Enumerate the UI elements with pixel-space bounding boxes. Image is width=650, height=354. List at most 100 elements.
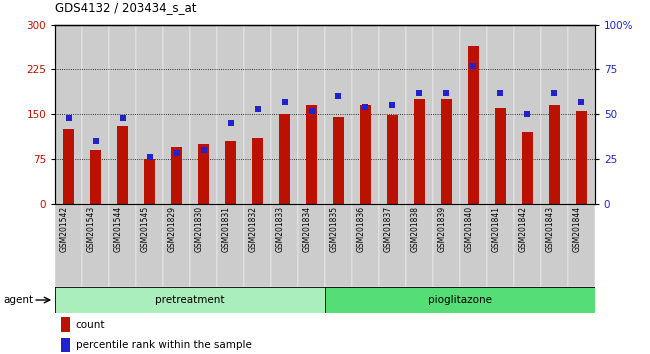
Bar <box>460 204 487 287</box>
Text: GSM201542: GSM201542 <box>60 206 69 252</box>
Text: GSM201833: GSM201833 <box>276 206 285 252</box>
Bar <box>136 204 163 287</box>
Bar <box>406 204 433 287</box>
Bar <box>60 338 70 352</box>
Bar <box>514 25 541 204</box>
Bar <box>325 25 352 204</box>
Text: GSM201837: GSM201837 <box>384 206 393 252</box>
Bar <box>325 287 595 313</box>
Point <box>90 138 101 144</box>
Bar <box>352 25 379 204</box>
Point <box>360 104 370 110</box>
Bar <box>55 287 325 313</box>
Text: percentile rank within the sample: percentile rank within the sample <box>76 340 252 350</box>
Point <box>252 106 263 112</box>
Bar <box>217 25 244 204</box>
Bar <box>487 25 514 204</box>
Bar <box>414 99 425 204</box>
Text: GSM201835: GSM201835 <box>330 206 339 252</box>
Bar <box>244 25 271 204</box>
Bar <box>63 129 74 204</box>
Text: count: count <box>76 320 105 330</box>
Point <box>495 90 506 96</box>
Bar <box>109 204 136 287</box>
Point <box>172 151 182 156</box>
Bar <box>82 204 109 287</box>
Bar <box>244 204 271 287</box>
Point <box>576 99 586 104</box>
Bar <box>406 25 433 204</box>
Text: GSM201836: GSM201836 <box>356 206 365 252</box>
Point <box>414 90 424 96</box>
Text: GSM201543: GSM201543 <box>86 206 96 252</box>
Bar <box>352 204 379 287</box>
Text: GSM201545: GSM201545 <box>140 206 150 252</box>
Bar <box>433 204 460 287</box>
Bar <box>576 111 587 204</box>
Bar <box>522 132 533 204</box>
Bar <box>55 204 83 287</box>
Text: agent: agent <box>3 295 33 305</box>
Text: pioglitazone: pioglitazone <box>428 295 492 305</box>
Point <box>549 90 560 96</box>
Bar <box>298 25 325 204</box>
Bar <box>117 126 128 204</box>
Text: GSM201544: GSM201544 <box>114 206 123 252</box>
Bar <box>468 46 479 204</box>
Bar <box>271 204 298 287</box>
Point <box>118 115 128 121</box>
Point <box>441 90 452 96</box>
Point <box>333 93 344 99</box>
Bar <box>190 204 217 287</box>
Bar <box>252 138 263 204</box>
Point <box>522 111 532 117</box>
Point <box>387 102 398 108</box>
Bar <box>198 144 209 204</box>
Text: GSM201830: GSM201830 <box>194 206 203 252</box>
Bar <box>163 204 190 287</box>
Text: GDS4132 / 203434_s_at: GDS4132 / 203434_s_at <box>55 1 197 14</box>
Bar <box>55 25 83 204</box>
Point <box>198 147 209 153</box>
Bar <box>360 105 371 204</box>
Bar <box>82 25 109 204</box>
Bar <box>514 204 541 287</box>
Bar <box>568 204 595 287</box>
Bar <box>279 114 290 204</box>
Bar <box>325 204 352 287</box>
Point <box>144 154 155 160</box>
Bar <box>171 147 182 204</box>
Bar <box>163 25 190 204</box>
Point <box>468 63 478 69</box>
Bar <box>387 115 398 204</box>
Bar <box>541 204 568 287</box>
Bar <box>379 204 406 287</box>
Text: GSM201843: GSM201843 <box>545 206 554 252</box>
Bar <box>549 105 560 204</box>
Bar <box>144 159 155 204</box>
Bar <box>90 150 101 204</box>
Bar <box>136 25 163 204</box>
Bar <box>441 99 452 204</box>
Text: GSM201840: GSM201840 <box>464 206 473 252</box>
Bar <box>460 25 487 204</box>
Text: pretreatment: pretreatment <box>155 295 225 305</box>
Text: GSM201831: GSM201831 <box>222 206 231 252</box>
Bar <box>568 25 595 204</box>
Bar <box>487 204 514 287</box>
Bar <box>60 317 70 332</box>
Bar <box>109 25 136 204</box>
Point <box>306 108 317 113</box>
Bar <box>298 204 325 287</box>
Bar <box>306 105 317 204</box>
Bar <box>495 108 506 204</box>
Text: GSM201838: GSM201838 <box>410 206 419 252</box>
Text: GSM201841: GSM201841 <box>491 206 500 252</box>
Text: GSM201842: GSM201842 <box>518 206 527 252</box>
Text: GSM201834: GSM201834 <box>302 206 311 252</box>
Bar <box>217 204 244 287</box>
Bar <box>541 25 568 204</box>
Bar <box>333 117 344 204</box>
Bar <box>433 25 460 204</box>
Bar <box>190 25 217 204</box>
